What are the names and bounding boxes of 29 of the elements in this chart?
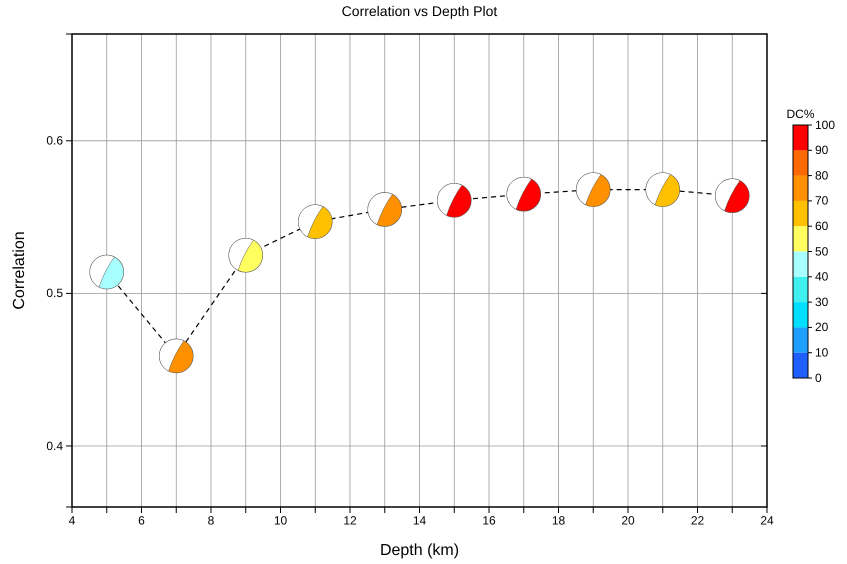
x-tick-label: 22 (690, 514, 704, 528)
x-tick-label: 6 (138, 514, 146, 528)
x-tick-label: 4 (68, 514, 76, 528)
color-bar-label: 80 (815, 168, 829, 182)
color-bar-label: 20 (815, 320, 829, 334)
color-bar-label: 40 (815, 270, 829, 284)
x-tick-label: 20 (621, 514, 635, 528)
y-axis-title: Correlation (11, 231, 28, 310)
color-bar-title: DC% (786, 107, 815, 121)
y-tick-label: 0.5 (46, 286, 64, 300)
x-tick-label: 8 (208, 514, 215, 528)
color-bar-label: 30 (815, 294, 829, 309)
color-bar-label: 70 (815, 194, 829, 208)
chart-title: Correlation vs Depth Plot (342, 3, 498, 19)
color-bar-label: 50 (815, 244, 829, 258)
x-tick-label: 18 (552, 514, 566, 528)
color-bar-label: 90 (815, 143, 829, 158)
y-tick-label: 0.4 (46, 438, 64, 453)
x-tick-label: 16 (482, 514, 496, 528)
x-axis-title: Depth (km) (380, 542, 460, 559)
color-bar-label: 0 (815, 370, 822, 385)
x-tick-label: 24 (760, 514, 774, 528)
y-tick-label: 0.6 (46, 134, 64, 148)
x-tick-label: 12 (343, 514, 357, 528)
color-bar-label: 10 (815, 346, 829, 360)
color-bar-label: 100 (815, 118, 836, 132)
x-tick-label: 14 (412, 514, 426, 528)
color-bar-label: 60 (815, 219, 829, 234)
x-tick-label: 10 (274, 514, 288, 528)
